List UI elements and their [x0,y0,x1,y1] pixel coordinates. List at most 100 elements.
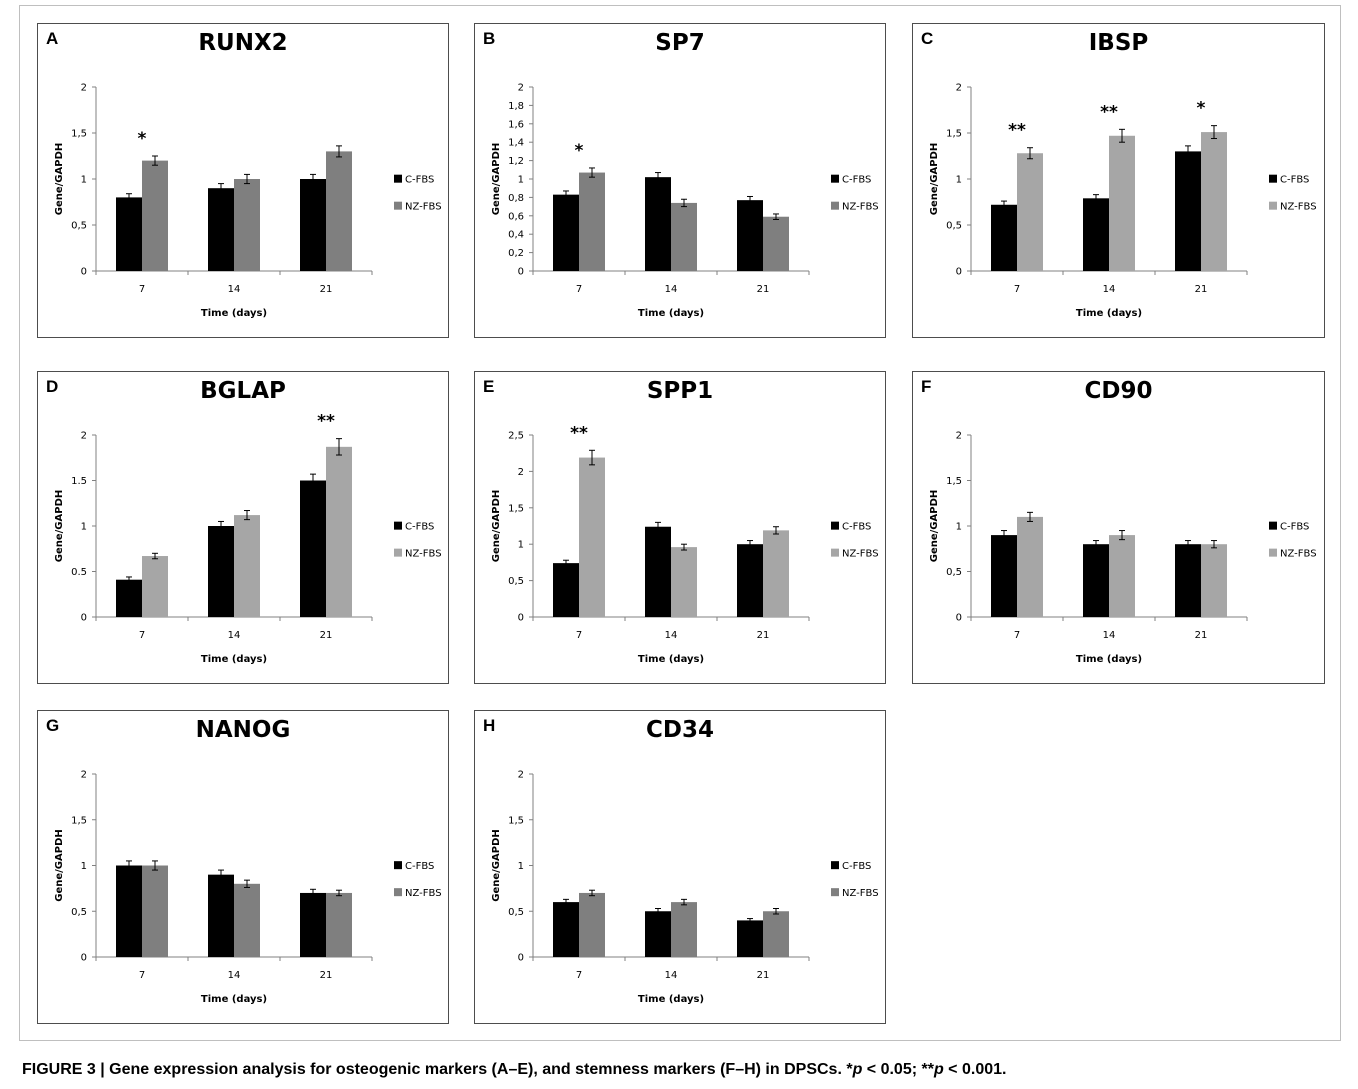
bar [300,892,326,957]
chart-area: 0 0,5 1 1,5 2 7 14 21 Time (days) Gene/GAPDH C-FBS… [491,770,879,1006]
bar [737,920,763,957]
bar [234,883,260,957]
chart-area: 0 0,2 0,4 0,6 0,8 1 1,2 1,4 1,6 1,8 2 7 14 21 * Time (d… [491,83,879,320]
bar [208,188,234,271]
legend-label: C-FBS [842,522,871,533]
panel-letter: E [483,377,495,396]
y-tick-label: 2 [81,83,87,94]
chart-title: CD90 [1084,378,1153,404]
legend-swatch [394,861,402,870]
y-tick-label: 0,5 [71,221,87,232]
chart-title: NANOG [195,717,291,743]
significance-marker: ** [1100,102,1118,122]
legend-label: C-FBS [405,861,434,872]
y-tick-label: 1,5 [946,129,962,140]
legend-label: C-FBS [405,175,434,186]
x-axis-title: Time (days) [1076,308,1142,319]
legend-label: NZ-FBS [1280,549,1317,560]
bar [234,179,260,271]
y-tick-label: 1 [81,175,87,186]
y-tick-label: 2 [518,770,524,781]
legend-swatch [1269,548,1277,557]
caption-p-symbol: p [933,1061,944,1078]
panel-f: F CD90 0 0,5 1 1,5 2 7 14 21 Time (days) Gene/GAP… [912,371,1325,684]
legend-swatch [831,201,839,210]
legend-swatch [394,201,402,210]
x-tick-label: 7 [576,630,582,641]
bar [1017,153,1043,271]
x-tick-label: 14 [228,284,241,295]
y-tick-label: 0,5 [508,907,524,918]
legend-swatch [1269,174,1277,183]
y-tick-label: 1,6 [508,119,524,130]
x-tick-label: 21 [1195,284,1208,295]
panel-g: G NANOG 0 0,5 1 1,5 2 7 14 21 Time (days) Gene/GA… [37,710,449,1024]
figure-frame [19,5,1341,1041]
chart-title: SP7 [655,30,705,56]
x-axis-title: Time (days) [638,308,704,319]
bar [116,579,142,617]
caption-label: FIGURE 3 | [22,1061,105,1078]
panel-letter: B [483,29,496,48]
legend-label: C-FBS [1280,175,1309,186]
y-tick-label: 1.5 [71,476,87,487]
legend-label: NZ-FBS [842,202,879,213]
caption-p-symbol: p [852,1061,863,1078]
chart-title: SPP1 [646,378,714,404]
legend-label: NZ-FBS [405,202,442,213]
bar [1175,544,1201,617]
y-tick-label: 1,5 [508,815,524,826]
y-tick-label: 1,5 [71,815,87,826]
panel-b: B SP7 0 0,2 0,4 0,6 0,8 1 1,2 1,4 1,6 1,8 2 7 14 21 * T… [474,23,886,338]
bar [671,202,697,271]
chart-area: 00,511,527 14 21**** *Time (days)Gene/GAPDH… [929,83,1317,320]
panel-e: E SPP1 0 0,5 1 1,5 2 2,5 7 14 21 ** Time (days) Gen… [474,371,886,684]
x-tick-label: 14 [665,284,678,295]
bar [645,526,671,617]
legend-swatch [831,548,839,557]
bar [116,865,142,957]
x-axis-title: Time (days) [638,994,704,1005]
x-tick-label: 14 [1103,284,1116,295]
bar [1083,198,1109,271]
y-tick-label: 0 [956,267,962,278]
x-tick-label: 14 [1103,630,1116,641]
x-tick-label: 14 [228,970,241,981]
y-tick-label: 1,8 [508,101,524,112]
y-tick-label: 0 [518,613,524,624]
y-tick-label: 2 [956,83,962,94]
y-tick-label: 0 [518,267,524,278]
bar [1109,135,1135,271]
bar [326,892,352,957]
y-tick-label: 2 [81,431,87,442]
y-axis-title: Gene/GAPDH [491,829,502,902]
bar [553,902,579,957]
bar [671,547,697,617]
chart-area: 0 0.5 1 1.5 2 7 14 21 ** Time (days) Gene/GAPDH C-F… [54,412,442,665]
y-axis-title: Gene/GAPDH [491,490,502,563]
bar [300,480,326,617]
x-axis-title: Time (days) [638,654,704,665]
legend-label: C-FBS [405,522,434,533]
y-tick-label: 1,2 [508,156,524,167]
panel-h: H CD34 0 0,5 1 1,5 2 7 14 21 Time (days) Gene/GAP… [474,710,886,1024]
x-tick-label: 14 [228,630,241,641]
figure-caption: FIGURE 3 | Gene expression analysis for … [22,1061,1006,1079]
bar [1083,544,1109,617]
y-tick-label: 2 [956,431,962,442]
panel-a: A RUNX2 0 0,5 1 1,5 2 7 14 21 * Time (days) Gene/G… [37,23,449,338]
legend-label: NZ-FBS [405,549,442,560]
y-tick-label: 0.5 [71,567,87,578]
y-tick-label: 0 [518,953,524,964]
bar [208,874,234,957]
legend-label: C-FBS [842,861,871,872]
x-tick-label: 7 [139,630,145,641]
legend-swatch [1269,521,1277,530]
y-tick-label: 0 [81,613,87,624]
x-tick-label: 21 [320,630,333,641]
bar [326,151,352,271]
y-tick-label: 1 [956,522,962,533]
x-tick-label: 21 [1195,630,1208,641]
bar [326,446,352,617]
panel-letter: H [483,716,496,735]
